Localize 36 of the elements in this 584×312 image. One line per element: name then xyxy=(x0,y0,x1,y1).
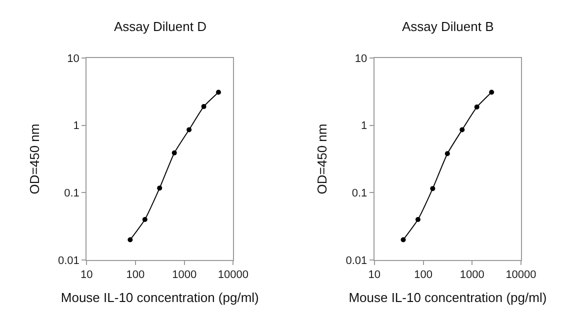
y-tick-label: 0.1 xyxy=(64,188,80,200)
point xyxy=(157,186,162,191)
point xyxy=(489,90,494,95)
x-tick-label: 1000 xyxy=(460,269,484,282)
x-axis-title: Mouse IL-10 concentration (pg/ml) xyxy=(348,290,547,305)
point xyxy=(128,237,133,242)
y-tick-label: 0.01 xyxy=(58,254,80,267)
x-tick-label: 100 xyxy=(414,269,432,282)
point xyxy=(216,90,221,95)
point xyxy=(430,186,436,192)
x-tick-label: 10 xyxy=(368,269,381,282)
point xyxy=(474,104,480,110)
point xyxy=(201,104,206,110)
point xyxy=(172,150,177,156)
x-tick-label: 10 xyxy=(80,269,93,282)
y-tick-label: 1 xyxy=(73,120,80,132)
x-tick-label: 100 xyxy=(126,269,145,282)
chart-title: Assay Diluent B xyxy=(402,19,494,34)
y-tick-label: 10 xyxy=(67,52,80,65)
y-tick-label: 0.01 xyxy=(346,254,368,267)
y-axis-title: OD=450 nm xyxy=(26,124,42,194)
point xyxy=(142,216,148,222)
y-tick-label: 10 xyxy=(354,52,368,65)
point xyxy=(186,127,192,132)
x-tick-label: 10000 xyxy=(218,269,248,282)
x-tick-label: 1000 xyxy=(172,269,197,282)
x-tick-label: 10000 xyxy=(506,269,536,282)
y-axis-title: OD=450 nm xyxy=(314,124,330,194)
point xyxy=(415,216,420,222)
chart-title: Assay Diluent D xyxy=(114,19,206,34)
point xyxy=(400,237,406,242)
y-tick-label: 0.1 xyxy=(352,188,368,200)
x-axis-title: Mouse IL-10 concentration (pg/ml) xyxy=(60,290,259,305)
point xyxy=(444,151,450,156)
point xyxy=(460,127,465,132)
y-tick-label: 1 xyxy=(361,120,368,132)
